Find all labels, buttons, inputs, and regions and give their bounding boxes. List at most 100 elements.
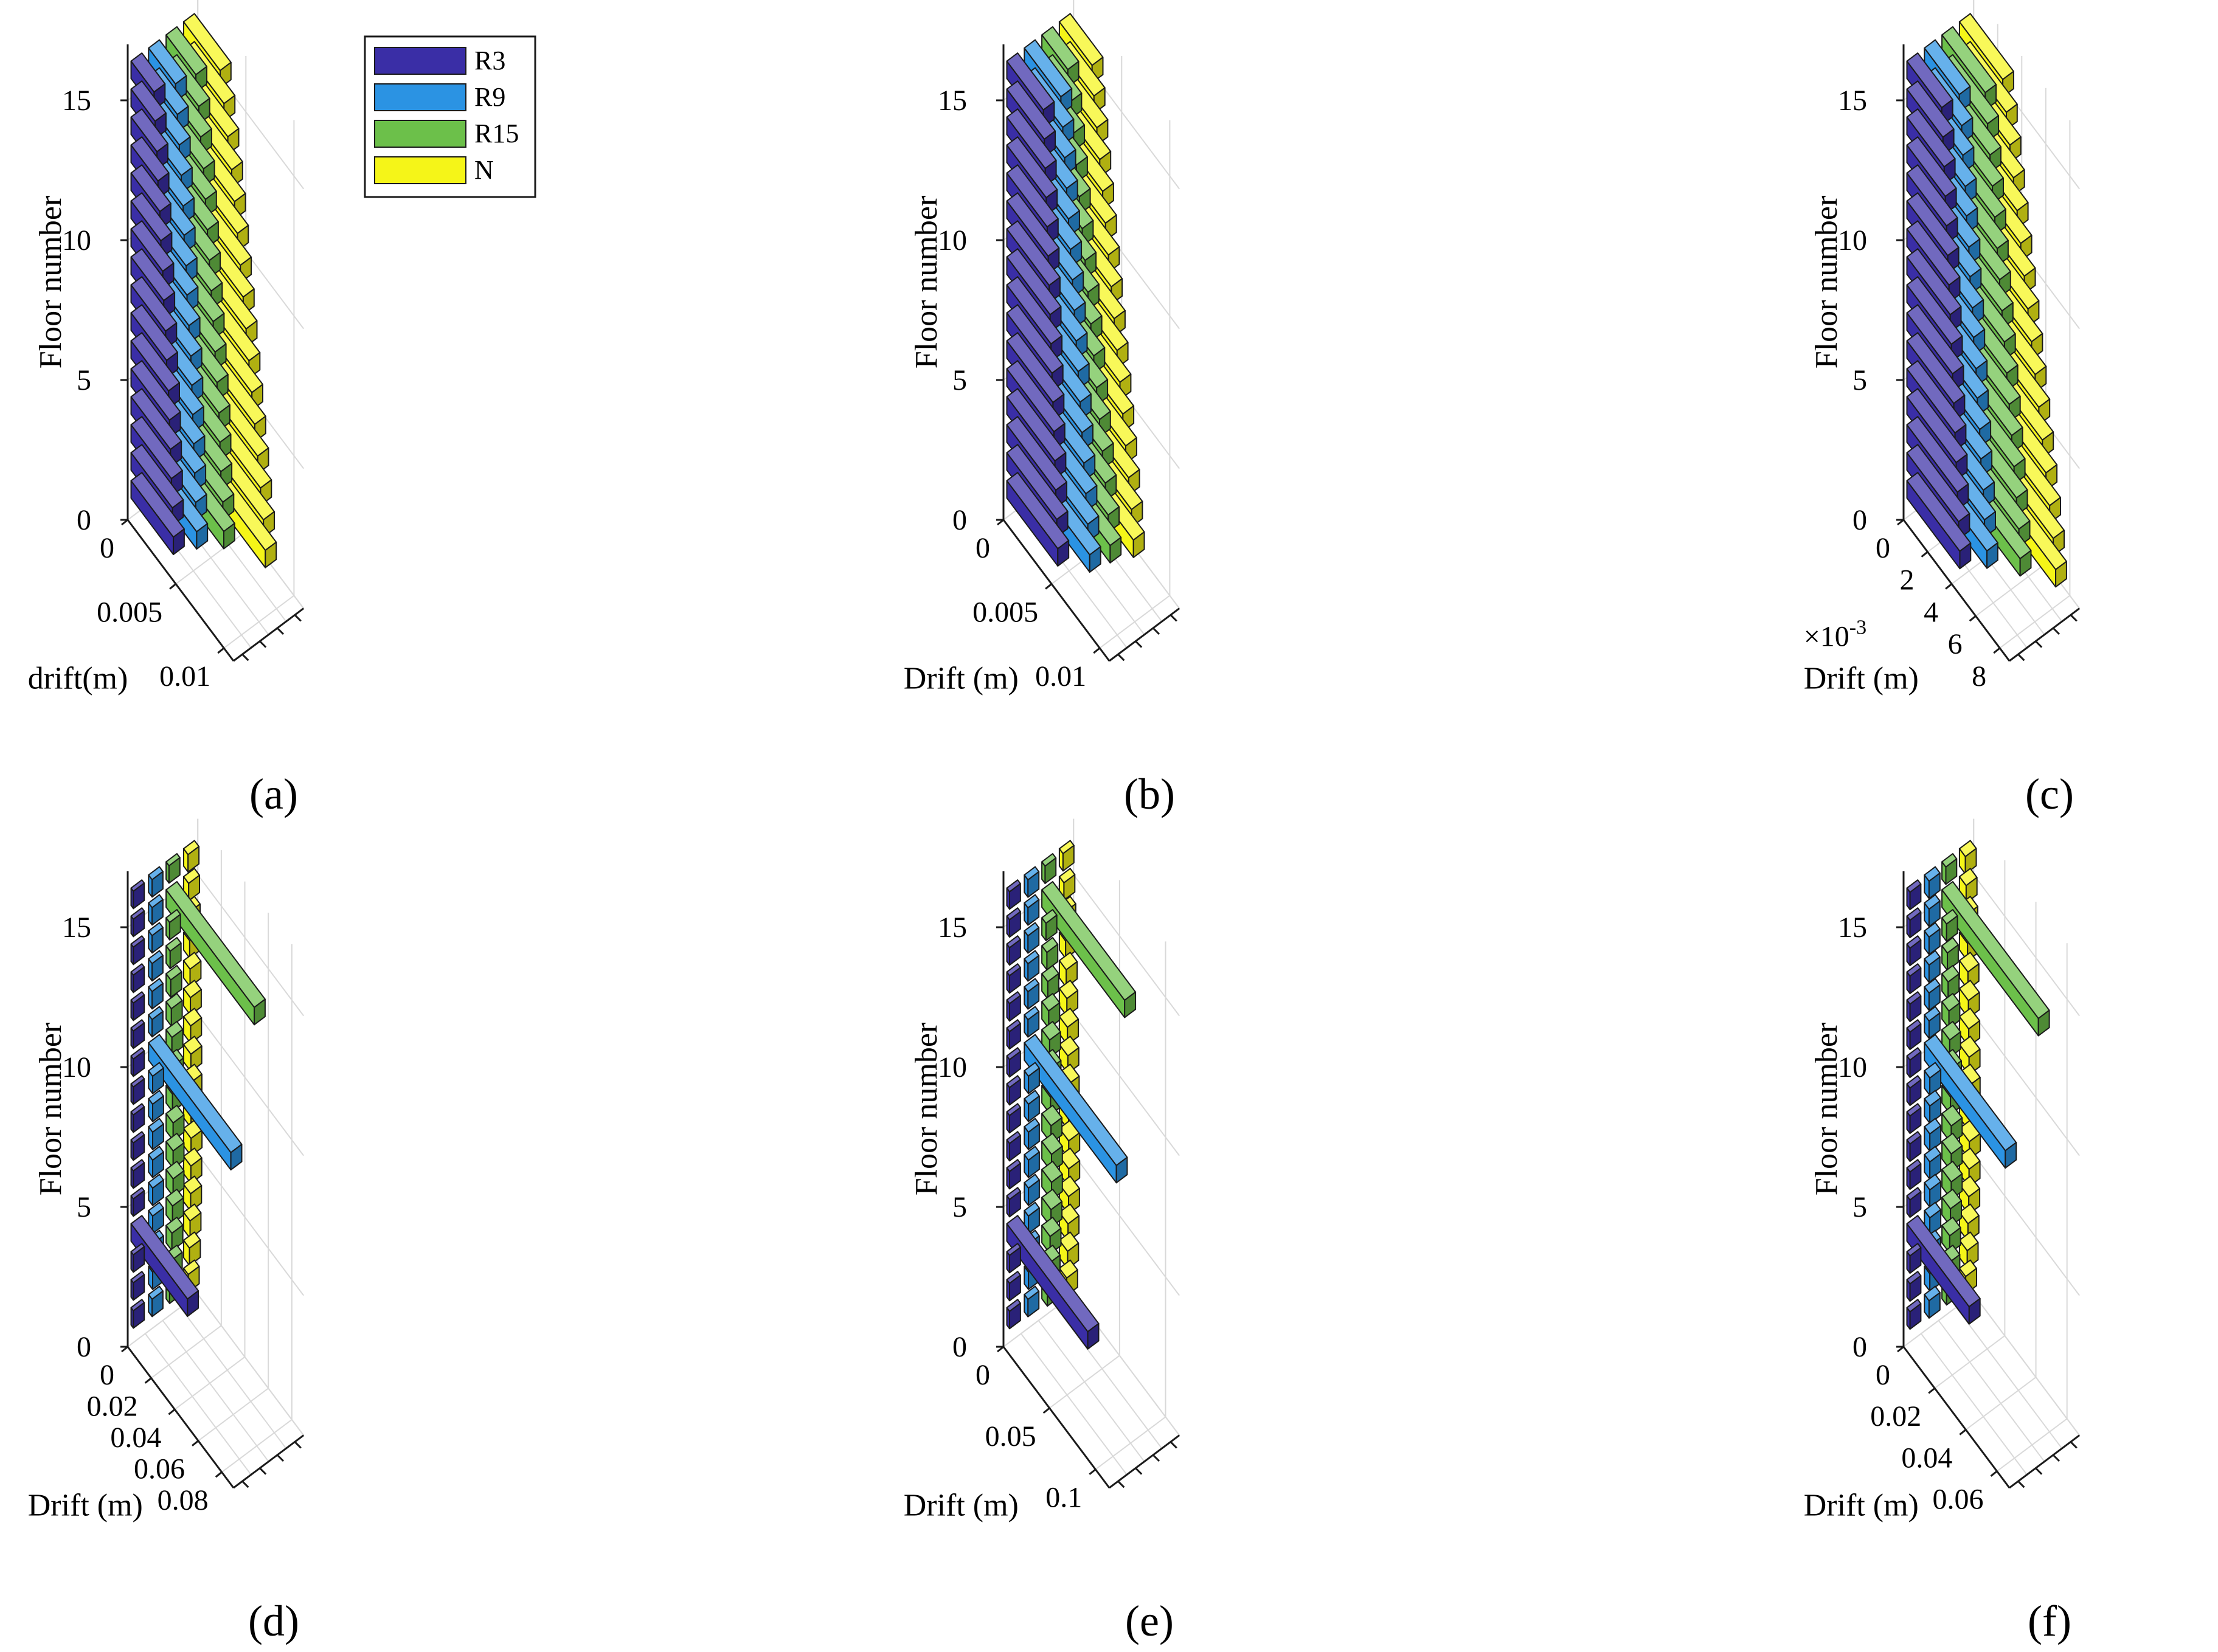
x-tick-mark <box>1897 1346 1904 1353</box>
bar-R3-floor-1 <box>130 472 185 555</box>
bar-end <box>133 1106 145 1133</box>
z-tick-label: 0 <box>952 1331 967 1363</box>
y-tick-mark <box>241 654 249 662</box>
bar-end <box>1946 915 1958 942</box>
legend-label-N: N <box>474 155 494 185</box>
bar-R15-floor-15 <box>1941 881 2050 1037</box>
bar-R9-floor-8 <box>148 1090 164 1122</box>
bar-end <box>196 523 209 550</box>
bar-end <box>1909 1191 1922 1218</box>
bar-end <box>133 882 145 910</box>
bar-end <box>133 1274 145 1301</box>
panel-caption: (c) <box>2025 770 2074 818</box>
bar-end <box>1027 955 1040 982</box>
bar-N-floor-15 <box>1058 868 1076 901</box>
axes <box>126 871 305 1489</box>
y-tick-mark <box>276 1454 285 1462</box>
bar-R3-floor-12 <box>1906 991 1922 1022</box>
y-tick-mark <box>1117 1481 1125 1488</box>
z-tick-label: 15 <box>938 911 967 944</box>
z-axis-label: Floor number <box>909 196 944 369</box>
legend: R3 R9 R15 N <box>364 35 536 198</box>
axes <box>126 44 305 662</box>
bar-end <box>1929 1181 1942 1208</box>
bar-R15-floor-3 <box>1941 1217 1961 1254</box>
y-tick-mark <box>1170 1441 1177 1449</box>
bar-R15-floor-4 <box>165 1189 184 1225</box>
bar-R9-floor-12 <box>1024 978 1040 1010</box>
bar-R3-floor-15 <box>130 907 145 938</box>
bar-R3-floor-9 <box>1006 1075 1021 1106</box>
bar-end <box>1928 1291 1941 1319</box>
bar-R3-floor-15 <box>1906 907 1922 938</box>
bar-end <box>1947 973 1960 1000</box>
x-tick-label: 2 <box>1900 564 1915 596</box>
bar-end <box>1928 872 1941 899</box>
bar-R3-floor-13 <box>1906 963 1922 994</box>
bar-R9-floor-6 <box>1924 1146 1942 1180</box>
y-tick-mark <box>259 1467 267 1475</box>
bar-end <box>171 1224 184 1251</box>
bar-R15-floor-16 <box>1941 853 1958 885</box>
x-tick-mark <box>215 1471 223 1478</box>
bar-R3-floor-2 <box>1906 1271 1922 1302</box>
bar-R3-floor-4 <box>130 1215 199 1317</box>
bar-R3-floor-16 <box>1906 879 1922 910</box>
bar-R3-floor-10 <box>1906 1047 1922 1078</box>
bars <box>130 13 277 569</box>
axes <box>1902 44 2081 662</box>
bar-end <box>2005 1142 2017 1169</box>
bar-end <box>170 1000 183 1027</box>
bar-end <box>230 1144 243 1170</box>
bar-R3-floor-9 <box>130 1075 145 1105</box>
bars <box>1006 13 1145 573</box>
x-tick-mark <box>121 1346 128 1353</box>
bar-end <box>1945 858 1958 885</box>
x-axis-label: Drift (m) <box>1804 662 1919 696</box>
bar-R9-floor-13 <box>1024 950 1040 982</box>
y-tick-mark <box>1152 1454 1160 1462</box>
z-tick-label: 0 <box>77 504 91 536</box>
x-tick-label: 4 <box>1924 596 1938 628</box>
x-tick-mark <box>217 647 225 654</box>
bar-end <box>1947 944 1959 971</box>
y-tick-mark <box>294 1441 302 1449</box>
z-axis-label: Floor number <box>909 1023 944 1196</box>
bar-N-floor-15 <box>1958 868 1978 904</box>
bar-R9-floor-15 <box>1024 894 1040 926</box>
bar-R3-floor-5 <box>1006 1187 1021 1218</box>
x-tick-mark <box>997 1346 1004 1353</box>
grid-line <box>1955 1307 2063 1449</box>
bar-end <box>1909 1247 1922 1274</box>
bar-R3-floor-14 <box>1906 935 1922 966</box>
z-axis-label: Floor number <box>1809 196 1844 369</box>
bars <box>130 840 266 1329</box>
bar-R15-floor-14 <box>165 909 181 941</box>
bar-R9-floor-1 <box>148 1285 164 1318</box>
bar-R3-floor-1 <box>130 1299 145 1329</box>
z-tick-label: 5 <box>1852 364 1867 396</box>
bar-end <box>265 541 277 569</box>
z-tick-label: 10 <box>938 1051 967 1083</box>
bar-end <box>1089 546 1101 573</box>
bar-end <box>152 1151 164 1178</box>
bar-R15-floor-15 <box>1041 881 1137 1018</box>
bar-end <box>2019 550 2032 577</box>
bar-R9-floor-16 <box>1024 866 1040 898</box>
bar-N-floor-3 <box>182 1203 202 1239</box>
bar-end <box>1965 877 1978 904</box>
bar-R9-floor-11 <box>148 1006 164 1038</box>
bar-R9-floor-14 <box>1924 922 1941 955</box>
x-tick-mark <box>1042 1407 1050 1414</box>
bar-R15-floor-16 <box>165 853 181 884</box>
bar-end <box>1986 542 1998 569</box>
bar-end <box>151 955 164 982</box>
bar-end <box>254 998 266 1026</box>
x-tick-label: 0.005 <box>972 596 1038 628</box>
bar-R3-floor-5 <box>1906 1187 1922 1218</box>
bar-end <box>1009 1246 1021 1274</box>
bar-R9-floor-1 <box>1924 1285 1941 1319</box>
z-tick-label: 0 <box>1852 1331 1867 1363</box>
bar-end <box>1909 939 1922 966</box>
bar-N-floor-16 <box>182 840 200 873</box>
